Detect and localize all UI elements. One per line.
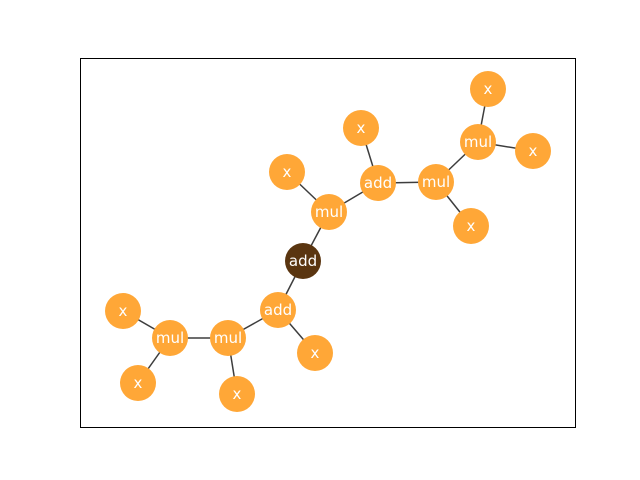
- root-node-circle: [285, 243, 321, 279]
- node-label: x: [283, 163, 292, 181]
- node-circle: [460, 124, 496, 160]
- node-circle: [105, 293, 141, 329]
- node-label: mul: [422, 173, 450, 191]
- node-circle: [453, 208, 489, 244]
- node-label: x: [119, 302, 128, 320]
- node-n5: mul: [418, 164, 454, 200]
- node-n9: x: [515, 133, 551, 169]
- node-label: mul: [156, 329, 184, 347]
- node-n2: x: [269, 154, 305, 190]
- node-n8: x: [470, 71, 506, 107]
- node-label: add: [364, 174, 392, 192]
- node-label: x: [467, 217, 476, 235]
- node-n6: x: [453, 208, 489, 244]
- node-circle: [269, 154, 305, 190]
- node-n1: mul: [311, 194, 347, 230]
- node-n11: x: [297, 335, 333, 371]
- node-label: mul: [464, 133, 492, 151]
- node-n3: add: [360, 165, 396, 201]
- node-circle: [152, 320, 188, 356]
- node-n12: mul: [210, 320, 246, 356]
- node-circle: [470, 71, 506, 107]
- node-label: add: [289, 252, 317, 270]
- node-label: x: [357, 119, 366, 137]
- node-circle: [418, 164, 454, 200]
- nodes-layer: add mul x add x mul x mul x x add x mul x mul x x: [105, 71, 551, 412]
- plot-frame: [80, 58, 576, 428]
- node-label: x: [484, 80, 493, 98]
- node-circle: [210, 320, 246, 356]
- node-circle: [360, 165, 396, 201]
- node-label: x: [134, 374, 143, 392]
- node-circle: [311, 194, 347, 230]
- node-n16: x: [120, 365, 156, 401]
- node-n14: mul: [152, 320, 188, 356]
- node-label: x: [311, 344, 320, 362]
- node-n13: x: [219, 376, 255, 412]
- node-circle: [343, 110, 379, 146]
- node-n7: mul: [460, 124, 496, 160]
- node-n10: add: [260, 292, 296, 328]
- node-label: mul: [214, 329, 242, 347]
- node-circle: [120, 365, 156, 401]
- node-circle: [219, 376, 255, 412]
- node-label: x: [529, 142, 538, 160]
- node-n4: x: [343, 110, 379, 146]
- node-circle: [297, 335, 333, 371]
- node-label: x: [233, 385, 242, 403]
- node-label: mul: [315, 203, 343, 221]
- node-circle: [260, 292, 296, 328]
- node-n0: add: [285, 243, 321, 279]
- node-label: add: [264, 301, 292, 319]
- node-n15: x: [105, 293, 141, 329]
- node-circle: [515, 133, 551, 169]
